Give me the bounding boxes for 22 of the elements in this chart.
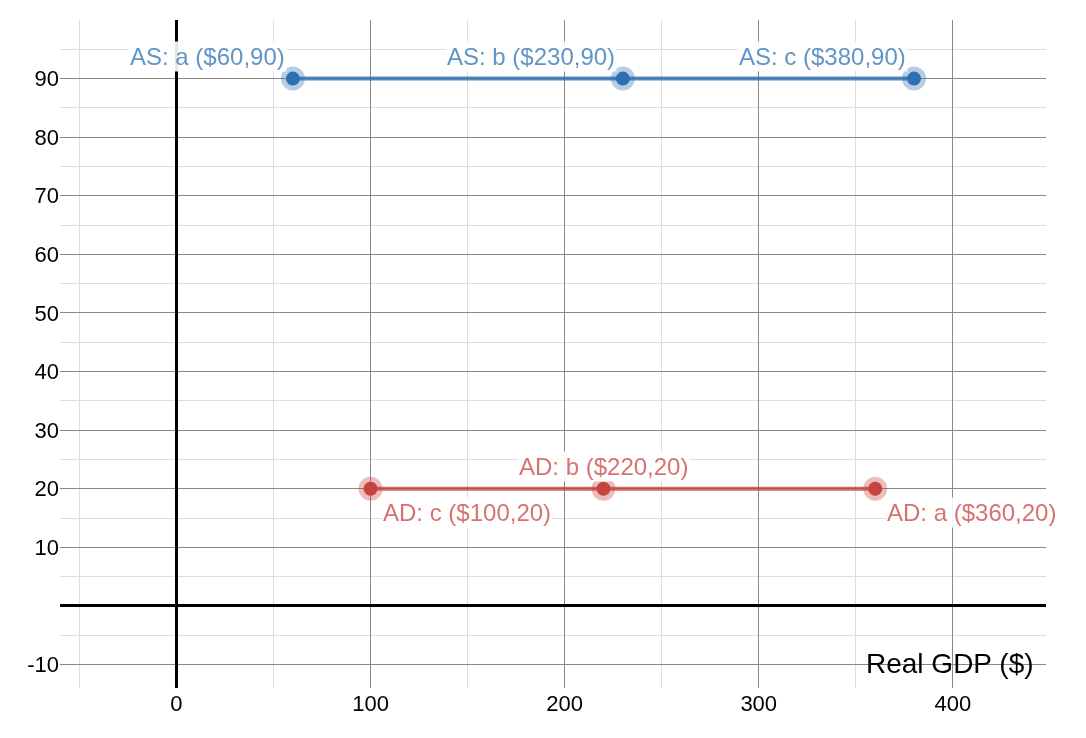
annotation: AS: a ($60,90) bbox=[130, 43, 285, 70]
annotation: AD: c ($100,20) bbox=[383, 499, 552, 526]
x-tick-label: 100 bbox=[352, 691, 389, 716]
y-tick-label: 60 bbox=[34, 242, 59, 268]
y-tick-label: 80 bbox=[34, 124, 59, 150]
x-tick-label: 300 bbox=[740, 691, 778, 716]
y-tick-label: -10 bbox=[27, 652, 59, 678]
x-tick-label: 400 bbox=[934, 691, 972, 716]
y-tick-label: 10 bbox=[34, 535, 59, 561]
annotation: AD: a ($360,20) bbox=[887, 499, 1057, 526]
annotation: AD: b ($220,20) bbox=[519, 453, 689, 480]
y-tick-label: 70 bbox=[34, 183, 59, 209]
x-tick-label: 0 bbox=[170, 691, 183, 716]
y-tick-label: 30 bbox=[34, 417, 59, 443]
y-tick-label: 50 bbox=[34, 300, 59, 326]
y-tick-label: 20 bbox=[34, 476, 59, 502]
x-axis-title: Real GDP ($) bbox=[866, 648, 1034, 679]
annotation: AS: b ($230,90) bbox=[447, 43, 616, 70]
annotation: AS: c ($380,90) bbox=[739, 43, 906, 70]
x-tick-label: 200 bbox=[546, 691, 584, 716]
y-tick-label: 90 bbox=[34, 66, 59, 92]
y-tick-label: 40 bbox=[34, 359, 59, 385]
